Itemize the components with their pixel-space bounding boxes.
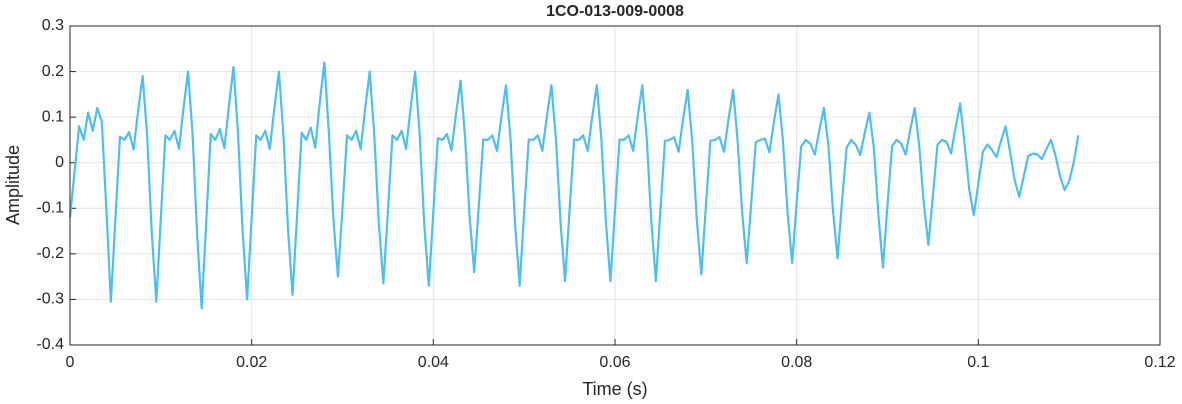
x-tick-label: 0.1 [967,354,989,371]
y-tick-label: 0.3 [42,17,64,34]
plot-frame [69,25,1161,346]
x-tick-label: 0.02 [236,354,267,371]
y-axis-label: Amplitude [3,145,23,225]
y-tick-label: -0.2 [36,245,64,262]
x-tick-label: 0.06 [599,354,630,371]
y-tick-label: -0.4 [36,336,64,353]
y-tick-label: -0.3 [36,291,64,308]
y-tick-label: -0.1 [36,200,64,217]
y-tick-label: 0 [55,154,64,171]
y-tick-label: 0.1 [42,108,64,125]
x-axis-label: Time (s) [582,379,647,399]
x-tick-label: 0.04 [418,354,449,371]
x-tick-label: 0.12 [1144,354,1175,371]
x-tick-label: 0 [66,354,75,371]
waveform-line [68,61,1080,310]
chart-title: 1CO-013-009-0008 [546,3,684,20]
y-tick-label: 0.2 [42,63,64,80]
x-tick-label: 0.08 [781,354,812,371]
